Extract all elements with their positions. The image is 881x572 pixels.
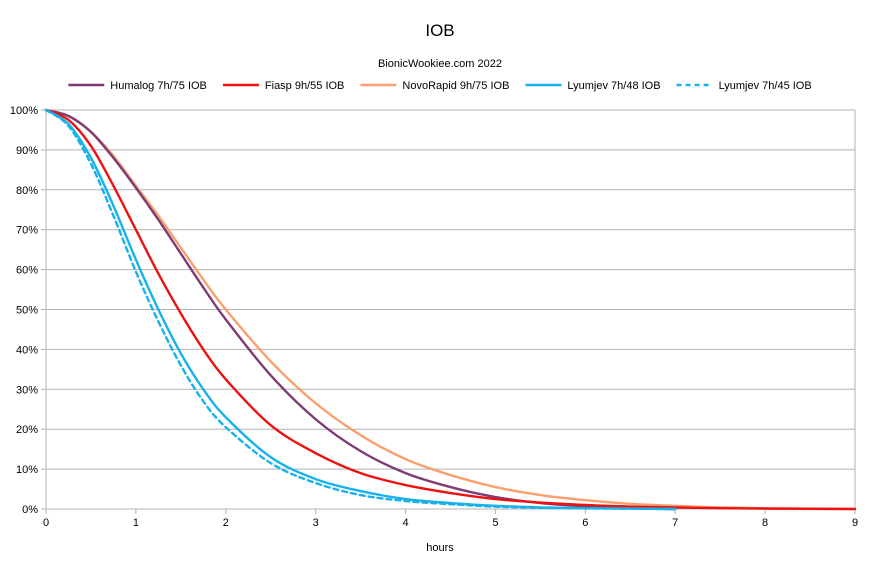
x-tick-label: 3 [313, 517, 319, 529]
x-tick-label: 6 [582, 517, 588, 529]
legend-item: NovoRapid 9h/75 IOB [360, 80, 509, 92]
y-tick-label: 50% [16, 305, 38, 317]
legend-item: Lyumjev 7h/48 IOB [525, 80, 661, 92]
y-tick-label: 0% [22, 504, 38, 516]
legend-label: Humalog 7h/75 IOB [110, 80, 207, 92]
series-line-lyumjev-7h-48-iob [44, 108, 677, 511]
y-tick-label: 70% [16, 225, 38, 237]
y-tick-label: 60% [16, 265, 38, 277]
y-tick-label: 100% [10, 105, 38, 117]
gridlines [46, 109, 856, 510]
x-tick-label: 8 [762, 517, 768, 529]
legend-item: Humalog 7h/75 IOB [68, 80, 207, 92]
x-tick-label: 5 [492, 517, 498, 529]
legend-item: Lyumjev 7h/45 IOB [676, 80, 812, 92]
x-axis-title: hours [426, 542, 454, 554]
x-tick-label: 7 [672, 517, 678, 529]
y-tick-label: 20% [16, 424, 38, 436]
legend-label: Lyumjev 7h/48 IOB [567, 80, 660, 92]
legend-label: NovoRapid 9h/75 IOB [402, 80, 509, 92]
x-tick-label: 4 [402, 517, 408, 529]
legend-label: Lyumjev 7h/45 IOB [719, 80, 812, 92]
legend: Humalog 7h/75 IOB Fiasp 9h/55 IOB NovoRapi… [68, 80, 812, 92]
legend-item: Fiasp 9h/55 IOB [222, 80, 345, 92]
x-tick-label: 2 [223, 517, 229, 529]
legend-label: Fiasp 9h/55 IOB [265, 80, 345, 92]
chart-title: IOB [425, 21, 454, 40]
series-layer [44, 108, 857, 511]
x-tick-label: 0 [43, 517, 49, 529]
y-tick-label: 80% [16, 185, 38, 197]
axes: 0% 10% 20% 30% 40% 50% 60% 70% 80% 90% 100% 0 1 2 3 4 5 6… [10, 105, 858, 529]
y-tick-label: 10% [16, 464, 38, 476]
y-tick-label: 40% [16, 344, 38, 356]
y-tick-label: 30% [16, 384, 38, 396]
x-tick-label: 9 [852, 517, 858, 529]
chart-subtitle: BionicWookiee.com 2022 [378, 58, 502, 70]
x-tick-label: 1 [133, 517, 139, 529]
series-line-fiasp-9h-55-iob [44, 108, 857, 511]
y-tick-label: 90% [16, 145, 38, 157]
